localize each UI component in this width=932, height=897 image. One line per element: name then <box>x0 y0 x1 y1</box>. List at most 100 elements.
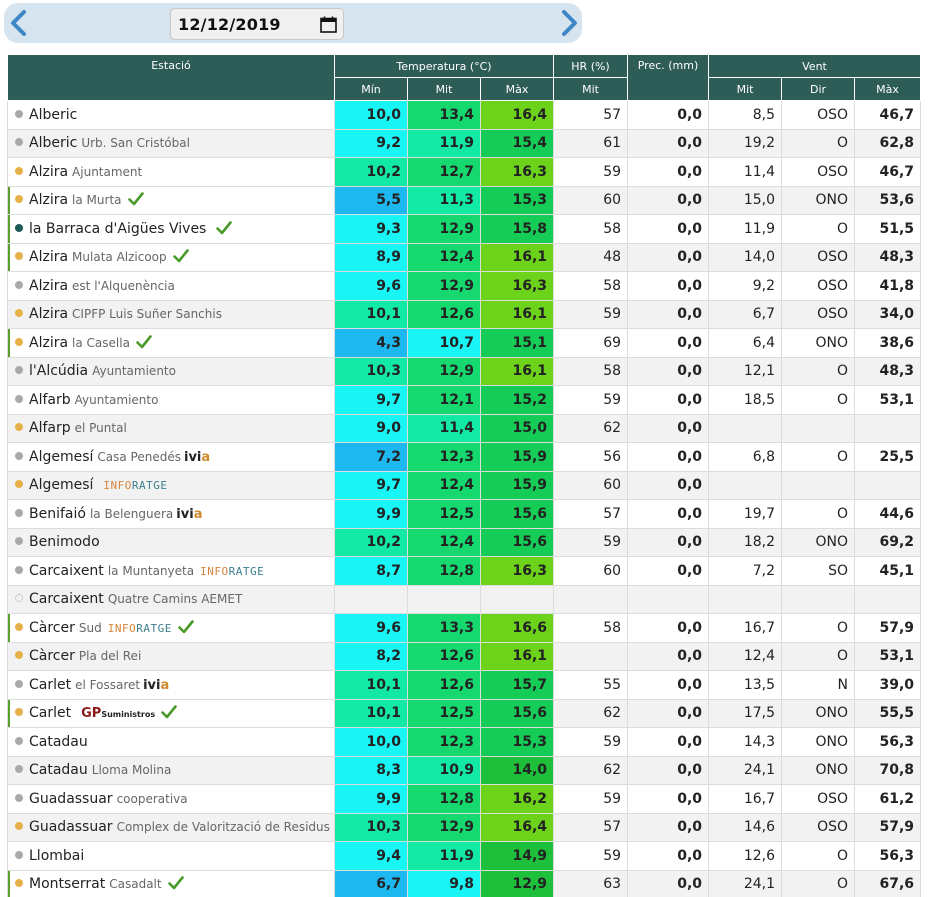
station-cell[interactable]: Alfarb Ayuntamiento <box>7 385 335 415</box>
station-cell[interactable]: Alfarp el Puntal <box>7 413 335 443</box>
header-wind-dir[interactable]: Dir <box>781 77 856 101</box>
temp-mit-cell: 12,9 <box>407 214 481 244</box>
header-temp-mit[interactable]: Mit <box>407 77 481 101</box>
table-row[interactable]: Alzira Ajuntament 10,2 12,7 16,3 59 0,0 11,4 OSO… <box>7 157 922 187</box>
humidity-cell: 56 <box>553 442 629 472</box>
station-cell[interactable]: Catadau Lloma Molina <box>7 755 335 785</box>
station-cell[interactable]: Catadau <box>7 727 335 757</box>
table-row[interactable]: la Barraca d'Aigües Vives 9,3 12,9 15,8 58 0,… <box>7 214 922 244</box>
table-row[interactable]: Carcaixent la Muntanyeta INFORATGE 8,7 12,8 1… <box>7 556 922 586</box>
wind-dir-cell: OSO <box>781 100 856 130</box>
station-cell[interactable]: Guadassuar Complex de Valorització de Res… <box>7 812 335 842</box>
table-row[interactable]: Benimodo 10,2 12,4 15,6 59 0,0 18,2 ONO 69,2 <box>7 527 922 557</box>
table-row[interactable]: Benifaió la Belenguera ivia 9,9 12,5 15,6 57 0,… <box>7 499 922 529</box>
station-cell[interactable]: Alberic <box>7 100 335 130</box>
station-location: el Puntal <box>74 421 127 436</box>
wind-dir-cell: ONO <box>781 755 856 785</box>
station-cell[interactable]: Alzira la Casella <box>7 328 335 358</box>
station-cell[interactable]: Alzira Mulata Alzicoop <box>7 242 335 272</box>
inforatge-logo: INFORATGE <box>107 621 172 635</box>
table-row[interactable]: Càrcer Pla del Rei 8,2 12,6 16,1 0,0 12,4 O 53,1 <box>7 641 922 671</box>
table-row[interactable]: Alzira la Casella 4,3 10,7 15,1 69 0,0 6,4 ONO 38… <box>7 328 922 358</box>
table-row[interactable]: Guadassuar cooperativa 9,9 12,8 16,2 59 0,0 16,… <box>7 784 922 814</box>
table-row[interactable]: Algemesí INFORATGE 9,7 12,4 15,9 60 0,0 <box>7 470 922 500</box>
temp-mit-cell: 12,6 <box>407 670 481 700</box>
table-row[interactable]: Carcaixent Quatre Camins AEMET <box>7 584 922 614</box>
next-day-button[interactable] <box>554 7 584 39</box>
station-cell[interactable]: Alzira CIPFP Luis Suñer Sanchis <box>7 299 335 329</box>
station-cell[interactable]: Algemesí Casa Penedés ivia <box>7 442 335 472</box>
station-name: Alfarp <box>29 420 71 437</box>
table-row[interactable]: Alzira CIPFP Luis Suñer Sanchis 10,1 12,6 16… <box>7 299 922 329</box>
station-cell[interactable]: Carcaixent la Muntanyeta INFORATGE <box>7 556 335 586</box>
station-name: Benifaió <box>29 505 86 522</box>
station-cell[interactable]: l'Alcúdia Ayuntamiento <box>7 356 335 386</box>
table-row[interactable]: Catadau 10,0 12,3 15,3 59 0,0 14,3 ONO 56,3 <box>7 727 922 757</box>
table-row[interactable]: Montserrat Casadalt 6,7 9,8 12,9 63 0,0 24,1 O 67… <box>7 869 922 897</box>
temp-min-cell: 8,3 <box>334 755 408 785</box>
table-row[interactable]: Llombai 9,4 11,9 14,9 59 0,0 12,6 O 56,3 <box>7 841 922 871</box>
humidity-cell: 58 <box>553 613 629 643</box>
precipitation-cell: 0,0 <box>627 356 710 386</box>
wind-dir-cell: OSO <box>781 242 856 272</box>
station-cell[interactable]: la Barraca d'Aigües Vives <box>7 214 335 244</box>
table-row[interactable]: Carlet GPSuministros 10,1 12,5 15,6 62 0,0 17,5… <box>7 698 922 728</box>
station-location: la Murta <box>72 193 122 208</box>
temp-mit-cell: 11,4 <box>407 413 481 443</box>
station-cell[interactable]: Alberic Urb. San Cristóbal <box>7 128 335 158</box>
wind-dir-cell: ONO <box>781 527 856 557</box>
station-cell[interactable]: Benifaió la Belenguera ivia <box>7 499 335 529</box>
header-precipitation[interactable]: Prec. (mm) <box>627 54 710 101</box>
header-hr-mit[interactable]: Mit <box>553 77 629 101</box>
station-cell[interactable]: Benimodo <box>7 527 335 557</box>
station-cell[interactable]: Algemesí INFORATGE <box>7 470 335 500</box>
table-row[interactable]: l'Alcúdia Ayuntamiento 10,3 12,9 16,1 58 0,0 12… <box>7 356 922 386</box>
temp-min-cell: 10,1 <box>334 299 408 329</box>
station-cell[interactable]: Alzira est l'Alquenència <box>7 271 335 301</box>
temp-max-cell: 16,4 <box>479 100 555 130</box>
header-station[interactable]: Estació <box>7 54 335 101</box>
station-cell[interactable]: Alzira la Murta <box>7 185 335 215</box>
header-wind-max[interactable]: Màx <box>854 77 922 101</box>
table-row[interactable]: Carlet el Fossaret ivia 10,1 12,6 15,7 55 0,0 13… <box>7 670 922 700</box>
table-row[interactable]: Alfarp el Puntal 9,0 11,4 15,0 62 0,0 <box>7 413 922 443</box>
station-cell[interactable]: Guadassuar cooperativa <box>7 784 335 814</box>
calendar-icon[interactable] <box>320 16 337 33</box>
header-wind-mit[interactable]: Mit <box>708 77 783 101</box>
previous-day-button[interactable] <box>4 7 34 39</box>
station-cell[interactable]: Càrcer Sud INFORATGE <box>7 613 335 643</box>
station-cell[interactable]: Montserrat Casadalt <box>7 869 335 897</box>
date-input[interactable]: 12/12/2019 <box>170 8 344 40</box>
check-icon <box>167 876 184 890</box>
station-cell[interactable]: Llombai <box>7 841 335 871</box>
table-row[interactable]: Algemesí Casa Penedés ivia 7,2 12,3 15,9 56 0,0… <box>7 442 922 472</box>
table-row[interactable]: Guadassuar Complex de Valorització de Res… <box>7 812 922 842</box>
station-cell[interactable]: Carlet GPSuministros <box>7 698 335 728</box>
table-row[interactable]: Alzira Mulata Alzicoop 8,9 12,4 16,1 48 0,0 14,… <box>7 242 922 272</box>
temp-mit-cell: 12,5 <box>407 698 481 728</box>
station-cell[interactable]: Carcaixent Quatre Camins AEMET <box>7 584 335 614</box>
station-cell[interactable]: Carlet el Fossaret ivia <box>7 670 335 700</box>
wind-max-cell: 55,5 <box>854 698 922 728</box>
wind-mit-cell: 13,5 <box>708 670 783 700</box>
wind-dir-cell: O <box>781 356 856 386</box>
temp-min-cell: 9,7 <box>334 470 408 500</box>
table-row[interactable]: Alzira la Murta 5,5 11,3 15,3 60 0,0 15,0 ONO 53,… <box>7 185 922 215</box>
table-row[interactable]: Catadau Lloma Molina 8,3 10,9 14,0 62 0,0 24,1 O… <box>7 755 922 785</box>
table-row[interactable]: Alzira est l'Alquenència 9,6 12,9 16,3 58 0,0 9… <box>7 271 922 301</box>
humidity-cell <box>553 584 629 614</box>
table-row[interactable]: Càrcer Sud INFORATGE 9,6 13,3 16,6 58 0,0 16,7 O 5… <box>7 613 922 643</box>
station-name: Benimodo <box>29 534 100 551</box>
table-row[interactable]: Alberic Urb. San Cristóbal 9,2 11,9 15,4 61 0,… <box>7 128 922 158</box>
precipitation-cell: 0,0 <box>627 499 710 529</box>
station-cell[interactable]: Càrcer Pla del Rei <box>7 641 335 671</box>
table-row[interactable]: Alfarb Ayuntamiento 9,7 12,1 15,2 59 0,0 18,5 O 5… <box>7 385 922 415</box>
header-humidity: HR (%) <box>553 54 629 78</box>
station-name: la Barraca d'Aigües Vives <box>29 220 207 237</box>
table-row[interactable]: Alberic 10,0 13,4 16,4 57 0,0 8,5 OSO 46,7 <box>7 100 922 130</box>
header-temp-max[interactable]: Màx <box>479 77 555 101</box>
station-name: Guadassuar <box>29 819 113 836</box>
station-cell[interactable]: Alzira Ajuntament <box>7 157 335 187</box>
header-temp-min[interactable]: Mín <box>334 77 408 101</box>
temp-mit-cell: 12,9 <box>407 356 481 386</box>
